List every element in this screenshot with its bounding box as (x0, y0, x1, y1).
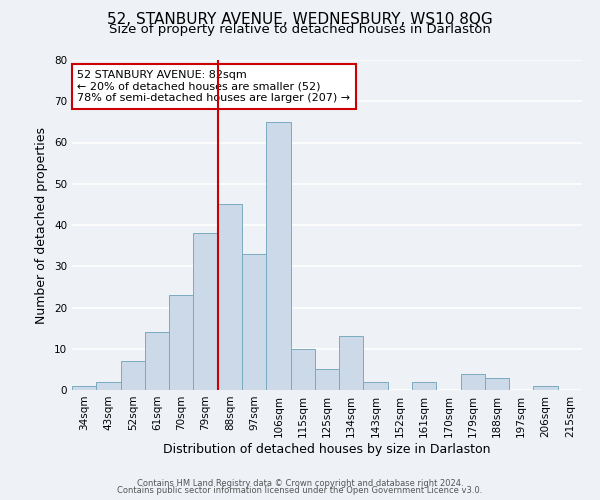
Bar (485, 378, 509, 390)
Bar (364, 382, 388, 390)
Bar (290, 349, 315, 390)
Bar (193, 233, 218, 390)
Bar (412, 382, 436, 390)
Text: Contains public sector information licensed under the Open Government Licence v3: Contains public sector information licen… (118, 486, 482, 495)
Bar (169, 295, 193, 390)
Bar (145, 332, 169, 390)
Bar (218, 204, 242, 390)
Bar (461, 374, 485, 390)
Bar (315, 370, 339, 390)
X-axis label: Distribution of detached houses by size in Darlaston: Distribution of detached houses by size … (163, 442, 491, 456)
Bar (266, 122, 290, 390)
Text: Size of property relative to detached houses in Darlaston: Size of property relative to detached ho… (109, 22, 491, 36)
Bar (72, 386, 96, 390)
Bar (533, 386, 558, 390)
Bar (121, 361, 145, 390)
Text: 52, STANBURY AVENUE, WEDNESBURY, WS10 8QG: 52, STANBURY AVENUE, WEDNESBURY, WS10 8Q… (107, 12, 493, 28)
Bar (339, 336, 364, 390)
Bar (96, 382, 121, 390)
Bar (242, 254, 266, 390)
Text: 52 STANBURY AVENUE: 82sqm
← 20% of detached houses are smaller (52)
78% of semi-: 52 STANBURY AVENUE: 82sqm ← 20% of detac… (77, 70, 350, 103)
Text: Contains HM Land Registry data © Crown copyright and database right 2024.: Contains HM Land Registry data © Crown c… (137, 478, 463, 488)
Y-axis label: Number of detached properties: Number of detached properties (35, 126, 49, 324)
